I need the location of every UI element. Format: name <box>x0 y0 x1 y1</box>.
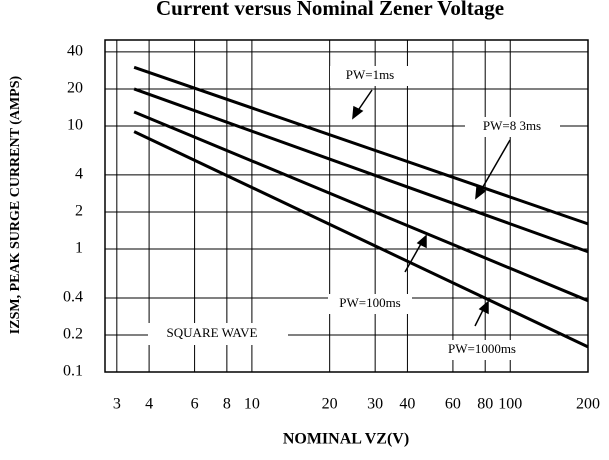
series-line <box>133 65 589 226</box>
arrows <box>352 89 511 327</box>
y-tick-label: 0.2 <box>63 326 83 343</box>
x-tick-label: 100 <box>498 396 522 413</box>
y-tick-label: 20 <box>67 80 83 97</box>
label-bg <box>465 117 560 137</box>
series-label: PW=1000ms <box>448 341 516 356</box>
x-tick-label: 6 <box>191 396 199 413</box>
y-tick-label: 4 <box>75 166 83 183</box>
y-tick-label: 10 <box>67 117 83 134</box>
x-axis-label: NOMINAL VZ(V) <box>283 431 409 448</box>
series-label: PW=100ms <box>339 295 401 310</box>
series-label: PW=1ms <box>346 67 395 82</box>
label-bg <box>328 294 412 314</box>
x-tick-label: 60 <box>445 396 461 413</box>
x-tick-label: 30 <box>367 396 383 413</box>
x-tick-label: 10 <box>244 396 260 413</box>
y-tick-label: 2 <box>75 203 83 220</box>
annotation: SQUARE WAVE <box>167 325 258 340</box>
y-axis-label: IZSM, PEAK SURGE CURRENT (AMPS) <box>8 75 23 334</box>
plot-frame <box>104 39 589 373</box>
x-tick-label: 3 <box>113 396 121 413</box>
label-bg <box>148 323 288 345</box>
x-tick-label: 200 <box>576 396 600 413</box>
y-tick-label: 0.1 <box>63 363 83 380</box>
x-tick-label: 4 <box>145 396 153 413</box>
y-tick-label: 40 <box>67 43 83 60</box>
y-tick-label: 0.4 <box>63 289 83 306</box>
x-tick-label: 20 <box>322 396 338 413</box>
series-line <box>133 87 589 254</box>
x-tick-label: 8 <box>223 396 231 413</box>
series-line <box>133 110 589 303</box>
x-tick-label: 40 <box>399 396 415 413</box>
chart-title: Current versus Nominal Zener Voltage <box>156 0 504 20</box>
series-line <box>133 130 589 349</box>
y-tick-label: 1 <box>75 240 83 257</box>
label-bg <box>330 66 410 86</box>
series-label: PW=8 3ms <box>483 118 541 133</box>
label-bg <box>430 340 535 360</box>
x-tick-label: 80 <box>477 396 493 413</box>
